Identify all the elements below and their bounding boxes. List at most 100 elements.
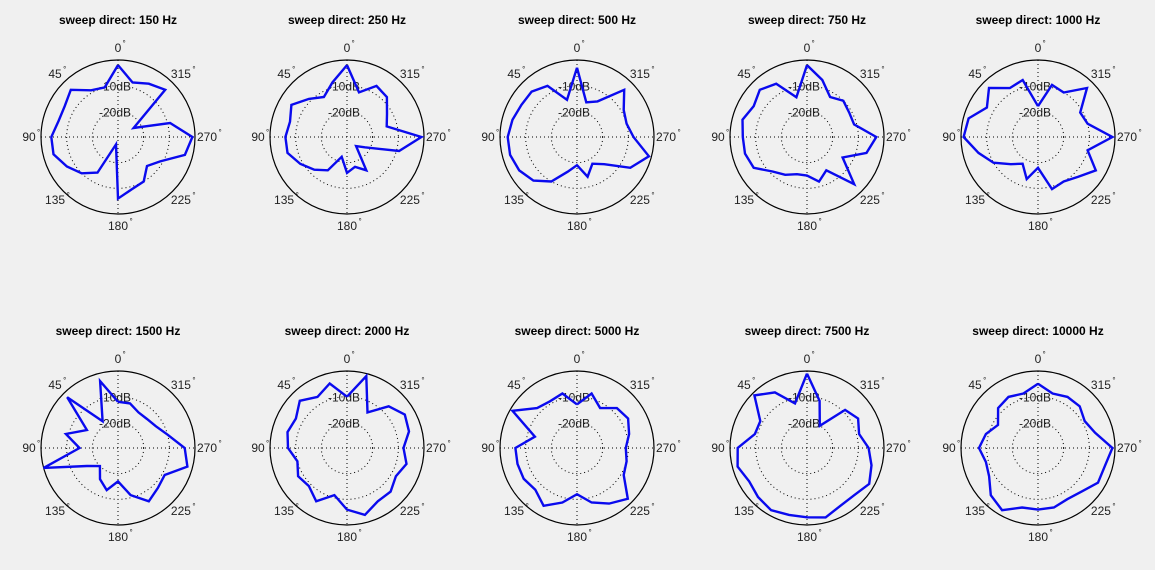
polar-series-line [977,382,1114,512]
angle-tick-label: 45 [277,378,291,392]
polar-outer-circle [499,59,655,215]
radial-tick-label: -20dB [1019,105,1051,119]
degree-symbol: ° [812,39,815,48]
subplot-title: sweep direct: 1500 Hz [56,324,181,338]
angle-tick-label: 315 [400,378,420,392]
angle-tick-label: 180 [108,219,128,233]
angle-tick-label: 90 [481,130,495,144]
degree-symbol: ° [881,502,884,511]
polar-series-line [286,373,411,517]
angle-tick-label: 270 [656,441,676,455]
angle-tick-label: 180 [1028,530,1048,544]
angle-tick-label: 270 [1117,130,1137,144]
angle-tick-label: 135 [734,193,754,207]
degree-symbol: ° [37,439,40,448]
angle-tick-label: 270 [197,130,217,144]
degree-symbol: ° [352,350,355,359]
polar-outer-circle [729,370,885,526]
radial-grid-ring [91,421,145,475]
angle-tick-label: 0 [344,41,351,55]
angle-tick-label: 0 [344,352,351,366]
angle-tick-label: 270 [426,441,446,455]
degree-symbol: ° [67,191,70,200]
angle-tick-label: 90 [22,441,36,455]
angle-tick-label: 225 [400,504,420,518]
radial-tick-label: -10dB [328,80,360,94]
degree-symbol: ° [1112,191,1115,200]
radial-tick-label: -10dB [1019,391,1051,405]
degree-symbol: ° [1043,39,1046,48]
polar-subplot: sweep direct: 5000 Hz0 °45 °90 °135 °180 °225… [481,324,680,544]
angle-tick-label: 45 [507,378,521,392]
degree-symbol: ° [192,191,195,200]
degree-symbol: ° [1139,439,1142,448]
degree-symbol: ° [983,65,986,74]
degree-symbol: ° [987,502,990,511]
angle-tick-label: 270 [1117,441,1137,455]
angle-tick-label: 225 [400,193,420,207]
degree-symbol: ° [756,502,759,511]
angle-tick-label: 135 [45,193,65,207]
radial-tick-label: -20dB [788,105,820,119]
degree-symbol: ° [908,439,911,448]
polar-subplot: sweep direct: 10000 Hz0 °45 °90 °135 °180 °22… [942,324,1141,544]
degree-symbol: ° [63,376,66,385]
angle-tick-label: 270 [426,130,446,144]
degree-symbol: ° [812,350,815,359]
degree-symbol: ° [983,376,986,385]
angle-tick-label: 180 [567,219,587,233]
degree-symbol: ° [522,376,525,385]
degree-symbol: ° [1112,65,1115,74]
angle-tick-label: 315 [171,67,191,81]
radial-tick-label: -10dB [328,391,360,405]
degree-symbol: ° [192,65,195,74]
polar-series-line [962,78,1115,191]
angle-tick-label: 135 [274,504,294,518]
angle-tick-label: 0 [574,41,581,55]
degree-symbol: ° [819,217,822,226]
angle-tick-label: 0 [1035,352,1042,366]
degree-symbol: ° [651,376,654,385]
subplot-title: sweep direct: 150 Hz [59,13,177,27]
degree-symbol: ° [37,128,40,137]
degree-symbol: ° [292,376,295,385]
degree-symbol: ° [63,65,66,74]
angle-tick-label: 225 [860,193,880,207]
polar-outer-circle [729,59,885,215]
radial-grid-ring [780,421,834,475]
degree-symbol: ° [421,376,424,385]
degree-symbol: ° [352,39,355,48]
angle-tick-label: 315 [860,67,880,81]
degree-symbol: ° [726,439,729,448]
angle-tick-label: 0 [115,41,122,55]
angle-tick-label: 315 [400,67,420,81]
degree-symbol: ° [296,502,299,511]
angle-tick-label: 180 [797,219,817,233]
angle-tick-label: 135 [504,193,524,207]
angle-tick-label: 45 [968,67,982,81]
angle-tick-label: 270 [197,441,217,455]
degree-symbol: ° [526,502,529,511]
angle-tick-label: 315 [1091,378,1111,392]
radial-grid-ring [550,421,604,475]
radial-grid-ring [780,110,834,164]
angle-tick-label: 225 [630,504,650,518]
polar-series-line [736,373,873,519]
degree-symbol: ° [359,217,362,226]
degree-symbol: ° [908,128,911,137]
degree-symbol: ° [67,502,70,511]
angle-tick-label: 180 [1028,219,1048,233]
polar-outer-circle [960,370,1116,526]
degree-symbol: ° [651,191,654,200]
polar-series-line [284,64,425,175]
degree-symbol: ° [957,128,960,137]
angle-tick-label: 180 [108,530,128,544]
degree-symbol: ° [1112,376,1115,385]
radial-grid-ring [550,110,604,164]
radial-grid-ring [320,110,374,164]
subplot-title: sweep direct: 250 Hz [288,13,406,27]
angle-tick-label: 315 [171,378,191,392]
angle-tick-label: 135 [965,193,985,207]
angle-tick-label: 90 [942,441,956,455]
